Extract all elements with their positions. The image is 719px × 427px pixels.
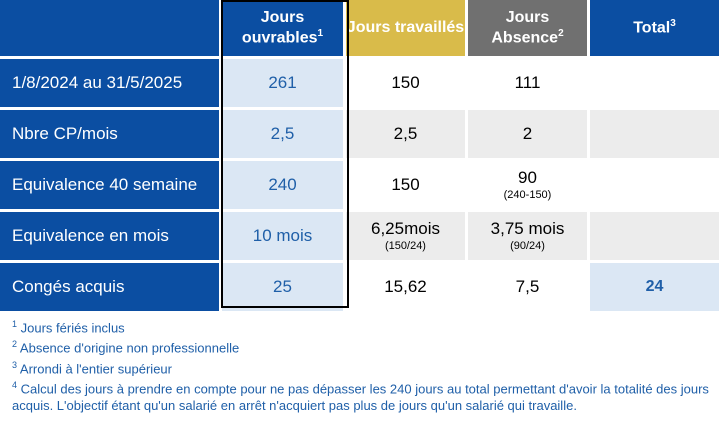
header-jours-absence: Jours Absence2 <box>468 0 590 56</box>
header-total: Total3 <box>590 0 719 56</box>
leave-calculation-table: Jours ouvrables1 Jours travaillés Jours … <box>0 0 719 314</box>
cell-travailles: 15,62 <box>346 263 468 311</box>
row-label: Nbre CP/mois <box>0 110 222 158</box>
cell-total <box>590 212 719 260</box>
table-row: Equivalence en mois 10 mois 6,25mois (15… <box>0 212 719 263</box>
header-empty-cell <box>0 0 222 56</box>
cell-absence-formula: (90/24) <box>510 240 545 253</box>
cell-absence: 90 (240-150) <box>468 161 590 209</box>
footnote: 3 Arrondi à l'entier supérieur <box>12 359 172 376</box>
row-label: Equivalence en mois <box>0 212 222 260</box>
cell-absence: 2 <box>468 110 590 158</box>
cell-travailles: 6,25mois (150/24) <box>346 212 468 260</box>
header-jours-travailles: Jours travaillés <box>346 0 468 56</box>
row-label: Equivalence 40 semaine <box>0 161 222 209</box>
row-label: Congés acquis <box>0 263 222 311</box>
table-row: 1/8/2024 au 31/5/2025 261 150 111 <box>0 59 719 110</box>
cell-travailles: 150 <box>346 59 468 107</box>
table-row: Congés acquis 25 15,62 7,5 24 <box>0 263 719 314</box>
cell-travailles: 150 <box>346 161 468 209</box>
cell-total <box>590 110 719 158</box>
cell-total: 24 <box>590 263 719 311</box>
cell-absence: 3,75 mois (90/24) <box>468 212 590 260</box>
footnotes: 1 Jours fériés inclus 2 Absence d'origin… <box>12 316 712 414</box>
table-row: Equivalence 40 semaine 240 150 90 (240-1… <box>0 161 719 212</box>
cell-absence-value: 90 <box>518 168 537 188</box>
cell-ouvrables: 25 <box>222 263 346 311</box>
cell-ouvrables: 2,5 <box>222 110 346 158</box>
cell-total <box>590 59 719 107</box>
cell-absence: 111 <box>468 59 590 107</box>
cell-total <box>590 161 719 209</box>
cell-ouvrables: 261 <box>222 59 346 107</box>
header-jours-ouvrables: Jours ouvrables1 <box>222 0 346 56</box>
cell-ouvrables: 240 <box>222 161 346 209</box>
cell-absence-formula: (240-150) <box>503 189 552 202</box>
cell-absence: 7,5 <box>468 263 590 311</box>
footnote: 2 Absence d'origine non professionnelle <box>12 339 240 356</box>
cell-ouvrables: 10 mois <box>222 212 346 260</box>
table-row: Nbre CP/mois 2,5 2,5 2 <box>0 110 719 161</box>
footnote: 4 Calcul des jours à prendre en compte p… <box>12 379 709 414</box>
cell-absence-value: 3,75 mois <box>490 219 565 239</box>
table-header-row: Jours ouvrables1 Jours travaillés Jours … <box>0 0 719 59</box>
cell-travailles: 2,5 <box>346 110 468 158</box>
row-label: 1/8/2024 au 31/5/2025 <box>0 59 222 107</box>
cell-travailles-value: 6,25mois <box>371 219 440 239</box>
cell-travailles-formula: (150/24) <box>385 240 426 253</box>
footnote: 1 Jours fériés inclus <box>12 319 125 336</box>
